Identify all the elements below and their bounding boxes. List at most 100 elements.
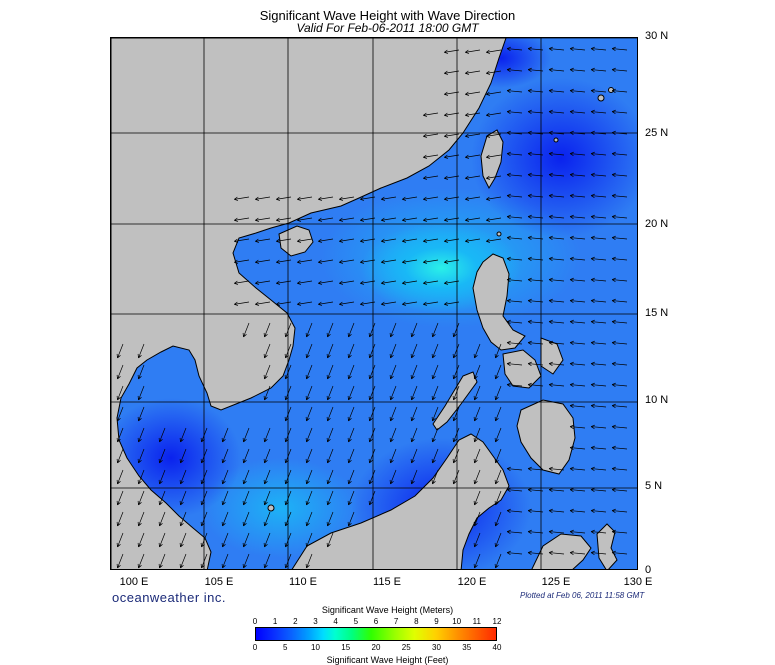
wave-direction-arrow	[410, 448, 418, 464]
wave-direction-arrow	[485, 112, 502, 117]
wave-direction-arrow	[590, 277, 607, 283]
lat-label-20n: 20 N	[645, 218, 669, 230]
wave-direction-arrow	[590, 445, 607, 451]
wave-direction-arrow	[242, 553, 250, 569]
wave-direction-arrow	[380, 301, 397, 306]
wave-direction-arrow	[611, 319, 628, 325]
wave-direction-arrow	[137, 427, 145, 443]
wave-direction-arrow	[326, 469, 334, 485]
brand-logo: oceanweather inc.	[112, 590, 227, 605]
wave-direction-arrow	[494, 343, 502, 359]
wave-direction-arrow	[611, 508, 628, 514]
wave-direction-arrow	[494, 511, 502, 527]
wave-direction-arrow	[548, 256, 565, 262]
wave-direction-arrow	[590, 466, 607, 472]
wave-direction-arrow	[242, 532, 250, 548]
wave-direction-arrow	[284, 406, 292, 422]
wave-direction-arrow	[221, 469, 229, 485]
colorbar-tick-m-5: 5	[353, 617, 359, 626]
wave-direction-arrow	[359, 196, 376, 201]
wave-direction-arrow	[317, 196, 334, 201]
wave-direction-arrow	[158, 532, 166, 548]
wave-direction-arrow	[326, 427, 334, 443]
wave-direction-arrow	[389, 427, 397, 443]
wave-direction-arrow	[221, 448, 229, 464]
wave-direction-arrow	[179, 532, 187, 548]
lat-label-15n: 15 N	[645, 307, 669, 319]
wave-direction-arrow	[401, 217, 418, 222]
wave-direction-arrow	[611, 88, 628, 94]
colorbar-tick-ft-5: 5	[283, 643, 288, 652]
wave-direction-arrow	[368, 427, 376, 443]
wave-direction-arrow	[452, 385, 460, 401]
wave-direction-arrow	[506, 235, 523, 241]
wave-direction-arrow	[242, 448, 250, 464]
wave-direction-arrow	[590, 214, 607, 220]
wave-direction-arrow	[410, 469, 418, 485]
wave-direction-arrow	[590, 193, 607, 199]
wave-direction-arrow	[326, 448, 334, 464]
wave-direction-arrow	[347, 490, 355, 506]
wave-direction-arrow	[527, 466, 544, 472]
wave-direction-arrow	[422, 112, 439, 117]
wave-direction-arrow	[200, 469, 208, 485]
wave-direction-arrow	[485, 217, 502, 222]
wave-direction-arrow	[254, 301, 271, 306]
wave-direction-arrow	[569, 382, 586, 388]
wave-direction-arrow	[305, 322, 313, 338]
wave-direction-arrow	[590, 67, 607, 73]
chart-title: Significant Wave Height with Wave Direct…	[259, 8, 516, 23]
wave-direction-arrow	[464, 238, 481, 243]
wave-direction-arrow	[242, 427, 250, 443]
wave-direction-arrow	[506, 466, 523, 472]
wave-direction-arrow	[464, 112, 481, 117]
wave-direction-arrow	[422, 133, 439, 138]
wave-direction-arrow	[263, 490, 271, 506]
wave-direction-arrow	[305, 406, 313, 422]
wave-direction-arrow	[305, 511, 313, 527]
wave-direction-arrow	[548, 487, 565, 493]
wave-direction-arrow	[611, 466, 628, 472]
wave-map[interactable]	[110, 37, 638, 570]
wave-direction-arrow	[431, 448, 439, 464]
wave-direction-arrow	[464, 196, 481, 201]
wave-direction-arrow	[527, 172, 544, 178]
wave-direction-arrow	[284, 490, 292, 506]
wave-direction-arrow	[548, 193, 565, 199]
wave-direction-arrow	[611, 487, 628, 493]
wave-direction-arrow	[359, 217, 376, 222]
wave-direction-arrow	[590, 151, 607, 157]
wave-direction-arrow	[611, 403, 628, 409]
wave-direction-arrow	[305, 427, 313, 443]
wave-direction-arrow	[506, 172, 523, 178]
wave-direction-arrow	[527, 193, 544, 199]
wave-direction-arrow	[137, 385, 145, 401]
wave-direction-arrow	[548, 67, 565, 73]
wave-direction-arrow	[485, 70, 502, 75]
wave-direction-arrow	[275, 217, 292, 222]
wave-direction-arrow	[527, 88, 544, 94]
wave-direction-arrow	[506, 193, 523, 199]
colorbar-tick-m-10: 10	[452, 617, 462, 626]
wave-direction-arrow	[527, 340, 544, 346]
wave-direction-arrow	[611, 550, 628, 556]
wave-direction-arrow	[527, 550, 544, 556]
wave-direction-arrow	[569, 46, 586, 52]
wave-direction-arrow	[347, 364, 355, 380]
wave-direction-arrow	[569, 424, 586, 430]
wave-direction-arrow	[548, 130, 565, 136]
wave-direction-arrow	[452, 427, 460, 443]
wave-direction-arrow	[137, 532, 145, 548]
wave-direction-arrow	[506, 151, 523, 157]
wave-direction-arrow	[359, 280, 376, 285]
wave-direction-arrow	[368, 364, 376, 380]
wave-direction-arrow	[380, 238, 397, 243]
wave-direction-arrow	[326, 343, 334, 359]
wave-direction-arrow	[569, 214, 586, 220]
wave-direction-arrow	[275, 301, 292, 306]
wave-direction-arrow	[464, 154, 481, 159]
wave-direction-arrow	[317, 259, 334, 264]
wave-direction-arrow	[338, 196, 355, 201]
wave-direction-arrow	[401, 238, 418, 243]
wave-direction-arrow	[233, 196, 250, 201]
